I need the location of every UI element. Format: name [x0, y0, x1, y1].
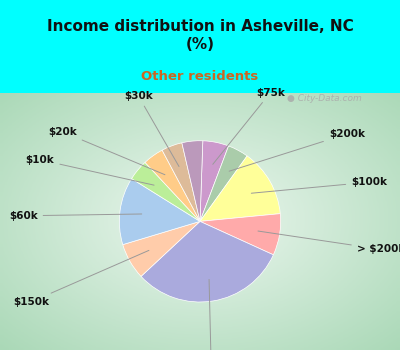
- Text: $20k: $20k: [48, 127, 165, 175]
- Wedge shape: [200, 156, 280, 222]
- Text: Other residents: Other residents: [141, 70, 259, 83]
- Wedge shape: [182, 141, 203, 222]
- Wedge shape: [162, 143, 200, 222]
- Wedge shape: [132, 162, 200, 222]
- Wedge shape: [141, 222, 273, 302]
- Wedge shape: [200, 141, 228, 222]
- Text: ● City-Data.com: ● City-Data.com: [287, 94, 362, 103]
- Wedge shape: [119, 178, 200, 245]
- Text: $60k: $60k: [9, 211, 142, 221]
- Text: $200k: $200k: [229, 129, 365, 171]
- Text: $150k: $150k: [13, 250, 149, 307]
- Text: $100k: $100k: [251, 177, 387, 193]
- Wedge shape: [123, 222, 200, 276]
- Text: > $200k: > $200k: [258, 231, 400, 254]
- Wedge shape: [200, 214, 281, 255]
- Wedge shape: [145, 150, 200, 222]
- Text: $40k: $40k: [197, 279, 226, 350]
- Text: $30k: $30k: [124, 91, 179, 167]
- Text: $75k: $75k: [213, 88, 285, 164]
- Text: Income distribution in Asheville, NC
(%): Income distribution in Asheville, NC (%): [47, 19, 353, 52]
- Text: $10k: $10k: [26, 155, 154, 185]
- Wedge shape: [200, 146, 247, 222]
